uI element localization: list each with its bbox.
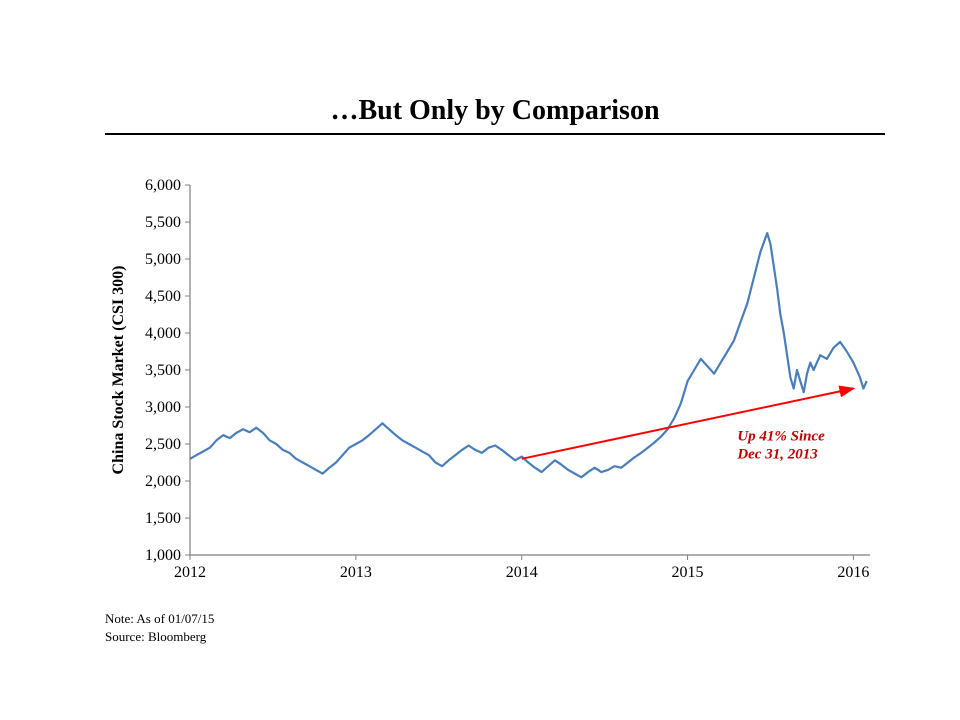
svg-text:Up 41% Since: Up 41% Since — [737, 428, 825, 444]
svg-text:4,500: 4,500 — [145, 288, 181, 305]
svg-text:5,500: 5,500 — [145, 214, 181, 231]
page-title: …But Only by Comparison — [330, 95, 659, 126]
svg-text:2014: 2014 — [506, 564, 538, 581]
svg-text:1,500: 1,500 — [145, 510, 181, 527]
svg-text:Dec 31, 2013: Dec 31, 2013 — [736, 446, 818, 462]
source-text: Source: Bloomberg — [105, 628, 214, 646]
svg-text:4,000: 4,000 — [145, 325, 181, 342]
chart-svg: 1,000 1,500 2,000 2,500 3,000 3,500 4,000 4,500… — [105, 175, 885, 590]
svg-text:1,000: 1,000 — [145, 547, 181, 564]
page: …But Only by Comparison 1,000 1,500 2,000 2… — [0, 0, 960, 720]
title-divider — [105, 133, 885, 135]
chart-footer: Note: As of 01/07/15 Source: Bloomberg — [105, 610, 214, 645]
note-text: Note: As of 01/07/15 — [105, 610, 214, 628]
csi300-chart: 1,000 1,500 2,000 2,500 3,000 3,500 4,000 4,500… — [105, 175, 885, 590]
svg-text:2016: 2016 — [837, 564, 869, 581]
svg-text:2012: 2012 — [174, 564, 206, 581]
title-block: …But Only by Comparison — [105, 95, 885, 135]
svg-text:2,500: 2,500 — [145, 436, 181, 453]
svg-text:3,000: 3,000 — [145, 399, 181, 416]
svg-text:2,000: 2,000 — [145, 473, 181, 490]
svg-text:6,000: 6,000 — [145, 177, 181, 194]
svg-text:2015: 2015 — [672, 564, 704, 581]
svg-text:5,000: 5,000 — [145, 251, 181, 268]
svg-text:3,500: 3,500 — [145, 362, 181, 379]
svg-text:China Stock Market (CSI 300): China Stock Market (CSI 300) — [110, 266, 127, 475]
svg-text:2013: 2013 — [340, 564, 372, 581]
